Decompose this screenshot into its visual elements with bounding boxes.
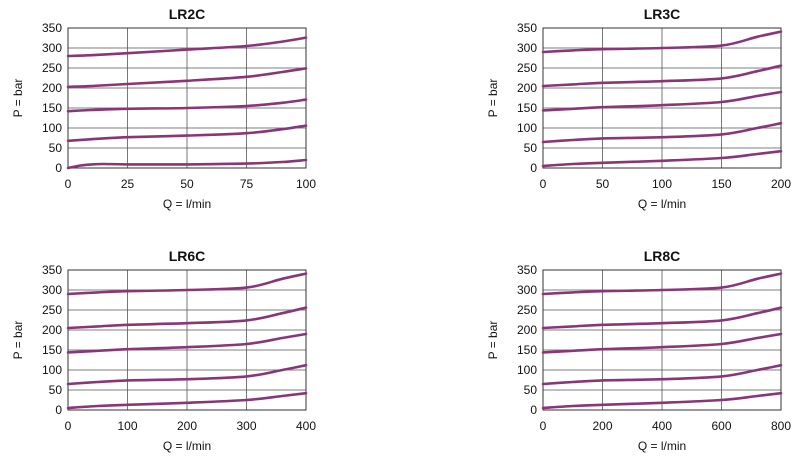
series-line-curve-3 [66,332,308,354]
y-tick-label: 200 [42,81,62,95]
series-line-curve-1 [541,391,783,410]
x-tick-label: 800 [771,419,791,433]
series-line-curve-3 [541,90,783,112]
y-tick-label: 350 [517,263,537,277]
x-tick-label: 25 [121,177,135,191]
x-tick-label: 600 [711,419,731,433]
y-tick-label: 350 [517,21,537,35]
y-tick-label: 150 [42,343,62,357]
series-line-curve-4 [66,306,308,330]
y-tick-label: 200 [517,323,537,337]
y-tick-label: 150 [517,343,537,357]
y-axis-label: P = bar [486,79,500,118]
series-line-curve-1 [541,149,783,168]
y-axis-label: P = bar [486,321,500,360]
series-line-curve-2 [66,124,308,143]
y-tick-label: 300 [42,283,62,297]
series-line-curve-3 [66,98,308,113]
y-tick-label: 300 [42,41,62,55]
x-tick-label: 0 [65,419,72,433]
y-tick-label: 50 [524,141,538,155]
x-tick-label: 200 [177,419,197,433]
x-tick-label: 75 [240,177,254,191]
x-tick-label: 150 [711,177,731,191]
y-tick-label: 50 [49,141,63,155]
series-line-curve-5 [66,272,308,296]
y-tick-label: 100 [42,363,62,377]
x-axis-label: Q = l/min [638,197,686,211]
series-line-curve-3 [541,332,783,354]
y-tick-label: 150 [42,101,62,115]
series-line-curve-1 [66,158,308,170]
series-line-curve-2 [541,363,783,386]
plot-area: 0 50 100 150 200 250 300 350 0 100 200 300 400 [42,263,316,433]
series-line-curve-2 [66,363,308,386]
x-tick-label: 100 [117,419,137,433]
chart-title: LR8C [644,248,681,264]
y-tick-label: 50 [49,383,63,397]
x-tick-label: 0 [540,419,547,433]
plot-frame [67,27,307,169]
x-tick-label: 50 [180,177,194,191]
chart-lr2c: LR2C 0 50 100 150 200 250 300 350 0 25 50 75 100 Q =… [11,6,316,211]
y-tick-label: 200 [42,323,62,337]
y-tick-label: 0 [55,403,62,417]
y-axis-label: P = bar [11,321,25,360]
y-tick-label: 350 [42,21,62,35]
x-tick-label: 400 [296,419,316,433]
series-line-curve-1 [66,391,308,410]
series-line-curve-5 [541,272,783,296]
chart-title: LR6C [169,248,206,264]
series-line-curve-5 [541,30,783,54]
x-tick-label: 0 [540,177,547,191]
series-line-curve-2 [541,121,783,144]
y-tick-label: 100 [517,121,537,135]
x-tick-label: 100 [296,177,316,191]
y-tick-label: 200 [517,81,537,95]
chart-title: LR3C [644,6,681,22]
y-tick-label: 350 [42,263,62,277]
series-line-curve-4 [66,67,308,89]
plot-area: 0 50 100 150 200 250 300 350 0 50 100 150 200 [517,21,791,191]
plot-area: 0 50 100 150 200 250 300 350 0 200 400 600 800 [517,263,791,433]
x-axis-label: Q = l/min [163,197,211,211]
y-tick-label: 0 [55,161,62,175]
y-tick-label: 0 [530,161,537,175]
x-tick-label: 200 [771,177,791,191]
x-tick-label: 400 [652,419,672,433]
series-line-curve-5 [66,36,308,58]
y-tick-label: 250 [42,303,62,317]
y-axis-label: P = bar [11,79,25,118]
series-line-curve-4 [541,306,783,330]
x-tick-label: 0 [65,177,72,191]
plot-frame [542,269,782,411]
chart-lr3c: LR3C 0 50 100 150 200 250 300 350 0 50 100 150 200 Q… [486,6,791,211]
y-tick-label: 100 [517,363,537,377]
y-tick-label: 100 [42,121,62,135]
x-tick-label: 300 [236,419,256,433]
y-tick-label: 250 [517,303,537,317]
y-tick-label: 250 [517,61,537,75]
x-tick-label: 50 [596,177,610,191]
x-axis-label: Q = l/min [638,439,686,453]
plot-frame [542,27,782,169]
series-line-curve-4 [541,64,783,88]
x-axis-label: Q = l/min [163,439,211,453]
x-tick-label: 200 [592,419,612,433]
y-tick-label: 150 [517,101,537,115]
chart-title: LR2C [169,6,206,22]
y-tick-label: 50 [524,383,538,397]
y-tick-label: 300 [517,283,537,297]
y-tick-label: 300 [517,41,537,55]
x-tick-label: 100 [652,177,672,191]
y-tick-label: 250 [42,61,62,75]
plot-frame [67,269,307,411]
plot-area: 0 50 100 150 200 250 300 350 0 25 50 75 100 [42,21,316,191]
y-tick-label: 0 [530,403,537,417]
